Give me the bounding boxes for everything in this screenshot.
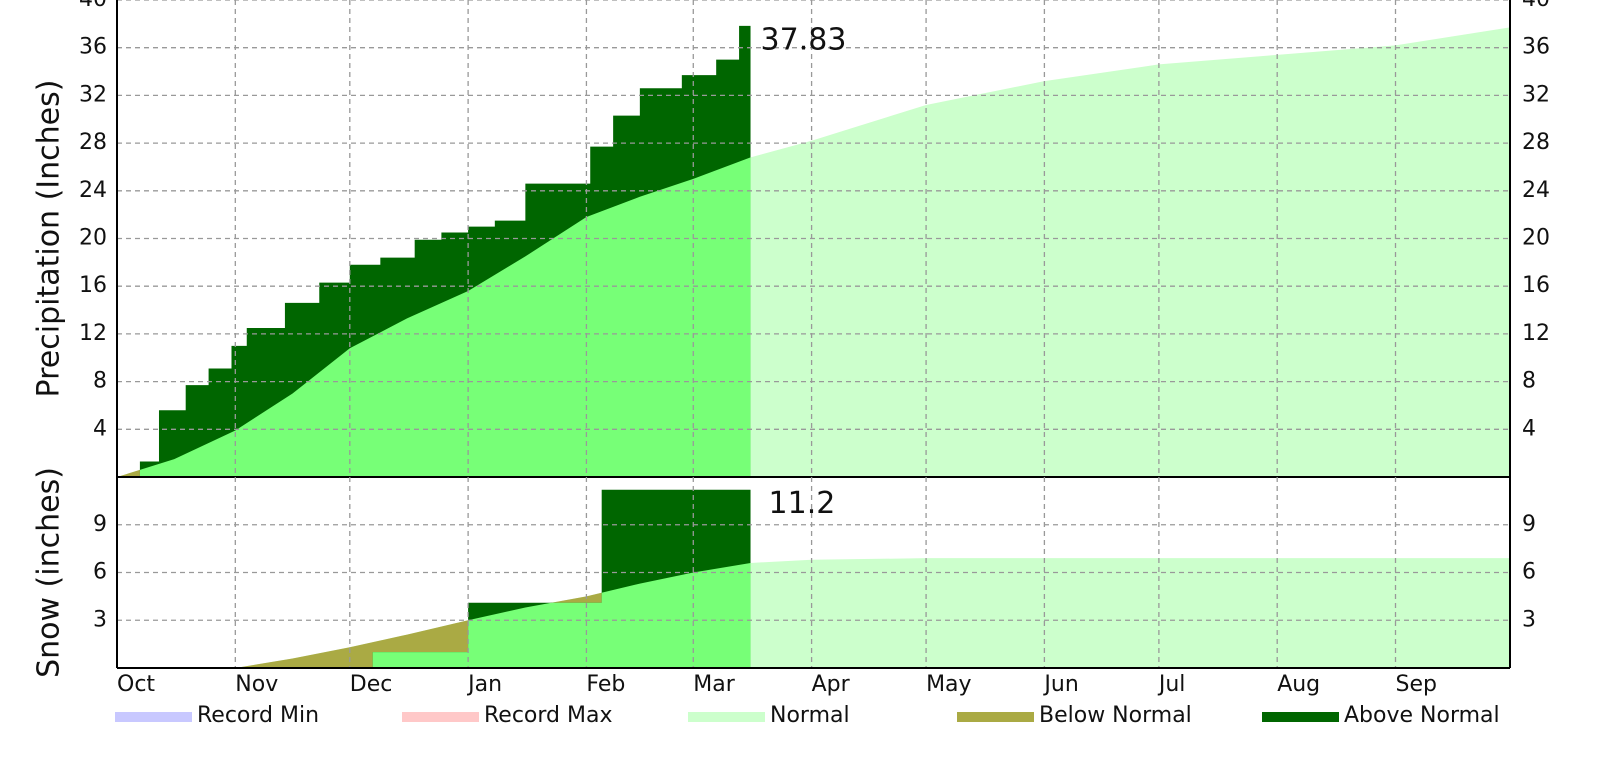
legend-label: Record Min	[197, 703, 319, 728]
legend-label: Record Max	[484, 703, 613, 728]
legend-swatch	[115, 712, 192, 722]
y-tick-label: 4	[93, 416, 107, 441]
legend-swatch	[688, 712, 765, 722]
y-tick-label: 40	[79, 0, 107, 12]
observed-normal-area	[117, 27, 751, 477]
legend-label: Below Normal	[1039, 703, 1192, 728]
y2-tick-label: 32	[1522, 82, 1550, 107]
y-tick-label: 20	[79, 226, 107, 251]
y-axis-title: Precipitation (Inches)	[32, 80, 67, 398]
y2-tick-label: 6	[1522, 560, 1536, 585]
y2-tick-label: 40	[1522, 0, 1550, 12]
y2-tick-label: 8	[1522, 369, 1536, 394]
value-label: 37.83	[761, 22, 847, 57]
y-tick-label: 24	[79, 178, 107, 203]
y2-tick-label: 9	[1522, 512, 1536, 537]
y2-tick-label: 24	[1522, 178, 1550, 203]
x-tick-label: May	[926, 672, 971, 697]
y2-tick-label: 3	[1522, 607, 1536, 632]
legend-label: Above Normal	[1344, 703, 1500, 728]
legend-label: Normal	[770, 703, 850, 728]
x-tick-label: Nov	[235, 672, 278, 697]
x-tick-label: Jan	[466, 672, 502, 697]
x-tick-label: Feb	[586, 672, 625, 697]
y-tick-label: 3	[93, 607, 107, 632]
x-tick-label: Jul	[1157, 672, 1186, 697]
y2-tick-label: 36	[1522, 35, 1550, 60]
y-tick-label: 9	[93, 512, 107, 537]
y2-tick-label: 20	[1522, 226, 1550, 251]
y-tick-label: 28	[79, 130, 107, 155]
legend-swatch	[402, 712, 479, 722]
x-tick-label: Apr	[812, 672, 851, 697]
x-tick-label: Dec	[350, 672, 393, 697]
y2-tick-label: 12	[1522, 321, 1550, 346]
y-tick-label: 16	[79, 273, 107, 298]
legend-swatch	[1262, 712, 1339, 722]
x-tick-label: Aug	[1277, 672, 1320, 697]
legend-swatch	[957, 712, 1034, 722]
y2-tick-label: 16	[1522, 273, 1550, 298]
y-axis-title: Snow (inches)	[32, 467, 67, 678]
y2-tick-label: 28	[1522, 130, 1550, 155]
x-tick-label: Mar	[693, 672, 735, 697]
y2-tick-label: 4	[1522, 416, 1536, 441]
x-tick-label: Oct	[117, 672, 155, 697]
y-tick-label: 32	[79, 82, 107, 107]
normal-area	[117, 558, 1510, 668]
y-tick-label: 36	[79, 35, 107, 60]
y-tick-label: 8	[93, 369, 107, 394]
x-tick-label: Jun	[1042, 672, 1078, 697]
y-tick-label: 6	[93, 560, 107, 585]
y-tick-label: 12	[79, 321, 107, 346]
value-label: 11.2	[769, 486, 836, 521]
x-tick-label: Sep	[1396, 672, 1437, 697]
